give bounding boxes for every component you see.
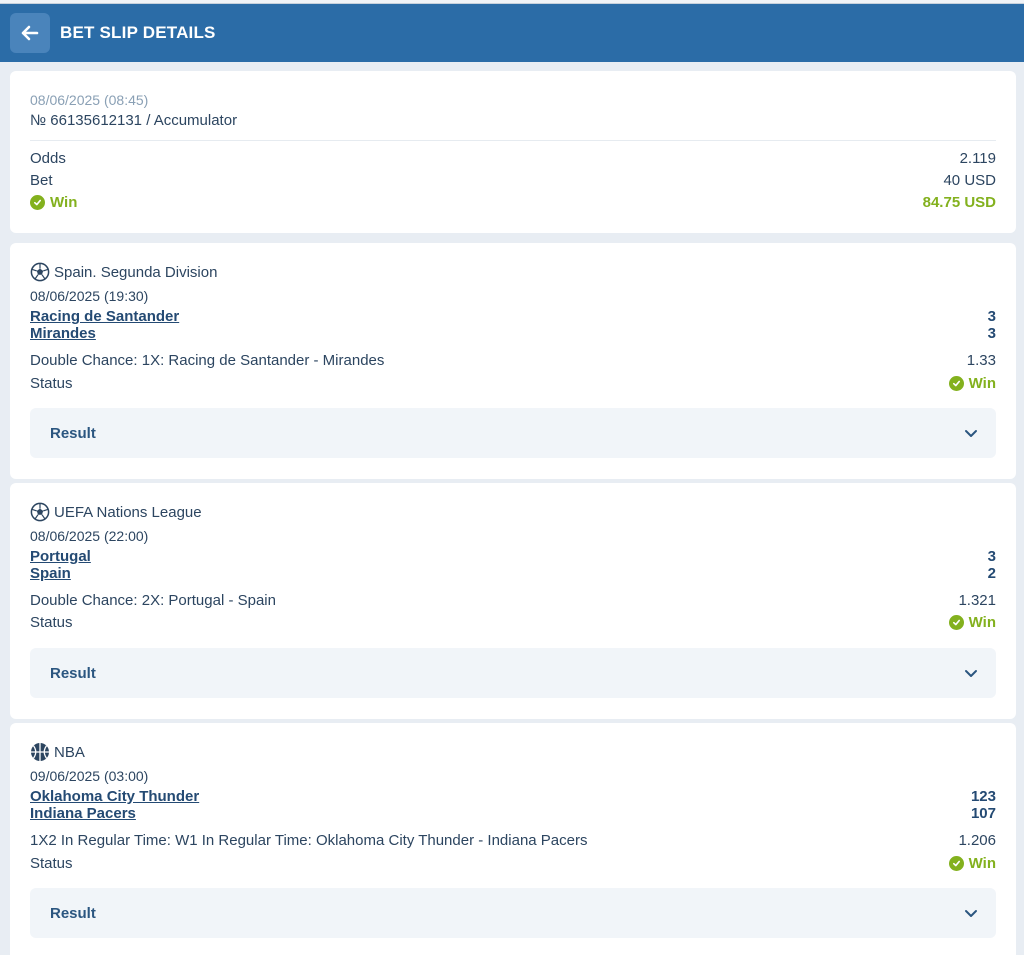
market-odds: 1.33 [966,352,996,369]
team-home-link[interactable]: Portugal [30,548,91,565]
status-value: Win [968,614,996,631]
team-row: Portugal 3 [30,548,996,565]
win-row: Win 84.75 USD [30,194,996,211]
win-label: Win [50,194,78,211]
basketball-icon [31,743,49,761]
team-home-score: 3 [987,308,996,325]
result-accordion[interactable]: Result [30,408,996,458]
team-row: Oklahoma City Thunder 123 [30,788,996,805]
bet-summary-card: 08/06/2025 (08:45) № 66135612131 / Accum… [10,71,1016,233]
market-row: 1X2 In Regular Time: W1 In Regular Time:… [30,832,996,849]
market-odds: 1.206 [958,832,996,849]
odds-label: Odds [30,150,66,167]
check-icon [948,856,964,871]
arrow-left-icon [21,25,39,41]
team-home-link[interactable]: Oklahoma City Thunder [30,788,200,805]
league: Spain. Segunda Division [30,262,217,282]
bet-row: Bet 40 USD [30,172,996,189]
chevron-down-icon [965,909,977,917]
status-label: Status [30,375,73,392]
summary-divider [30,140,996,141]
check-icon [948,376,964,391]
team-away-link[interactable]: Spain [30,565,71,582]
team-away-score: 2 [987,565,996,582]
status-row: Status Win [30,855,996,872]
team-home-link[interactable]: Racing de Santander [30,308,180,325]
event-date: 08/06/2025 (22:00) [30,528,149,544]
market-odds: 1.321 [958,592,996,609]
team-home-score: 3 [987,548,996,565]
soccer-ball-icon [30,262,50,282]
league: UEFA Nations League [30,502,202,522]
status-badge: Win [948,614,996,631]
team-away-score: 107 [970,805,996,822]
bet-value: 40 USD [943,172,996,189]
event-card: UEFA Nations League 08/06/2025 (22:00) P… [10,483,1016,719]
bet-label: Bet [30,172,53,189]
page-title: BET SLIP DETAILS [60,23,216,42]
status-badge: Win [948,855,996,872]
league-name: Spain. Segunda Division [54,263,218,281]
result-label: Result [50,424,96,442]
bet-number: № 66135612131 / Accumulator [30,112,238,129]
event-date: 08/06/2025 (19:30) [30,288,149,304]
market-row: Double Chance: 2X: Portugal - Spain 1.32… [30,592,996,609]
win-amount: 84.75 USD [922,194,996,211]
bet-date: 08/06/2025 (08:45) [30,92,149,108]
chevron-down-icon [965,429,977,437]
check-icon [30,195,45,210]
league: NBA [30,742,85,762]
result-label: Result [50,904,96,922]
chevron-down-icon [965,669,977,677]
result-accordion[interactable]: Result [30,648,996,698]
result-accordion[interactable]: Result [30,888,996,938]
back-button[interactable] [10,13,50,53]
team-row: Mirandes 3 [30,325,996,342]
result-label: Result [50,664,96,682]
market-name: 1X2 In Regular Time: W1 In Regular Time:… [30,832,588,849]
event-card: Spain. Segunda Division 08/06/2025 (19:3… [10,243,1016,479]
team-away-score: 3 [987,325,996,342]
status-value: Win [968,375,996,392]
league-name: NBA [54,743,85,761]
market-name: Double Chance: 1X: Racing de Santander -… [30,352,385,369]
market-name: Double Chance: 2X: Portugal - Spain [30,592,276,609]
team-row: Indiana Pacers 107 [30,805,996,822]
event-date: 09/06/2025 (03:00) [30,768,149,784]
market-row: Double Chance: 1X: Racing de Santander -… [30,352,996,369]
status-label: Status [30,855,73,872]
win-status: Win [30,194,77,211]
event-card: NBA 09/06/2025 (03:00) Oklahoma City Thu… [10,723,1016,955]
team-away-link[interactable]: Indiana Pacers [30,805,136,822]
league-name: UEFA Nations League [54,503,202,521]
status-value: Win [968,855,996,872]
status-row: Status Win [30,614,996,631]
check-icon [948,615,964,630]
odds-row: Odds 2.119 [30,150,996,167]
team-row: Spain 2 [30,565,996,582]
team-row: Racing de Santander 3 [30,308,996,325]
top-border [0,0,1024,4]
team-home-score: 123 [970,788,996,805]
status-row: Status Win [30,375,996,392]
team-away-link[interactable]: Mirandes [30,325,96,342]
status-badge: Win [948,375,996,392]
odds-value: 2.119 [959,150,996,167]
soccer-ball-icon [30,502,50,522]
page-header: BET SLIP DETAILS [0,4,1024,62]
status-label: Status [30,614,73,631]
